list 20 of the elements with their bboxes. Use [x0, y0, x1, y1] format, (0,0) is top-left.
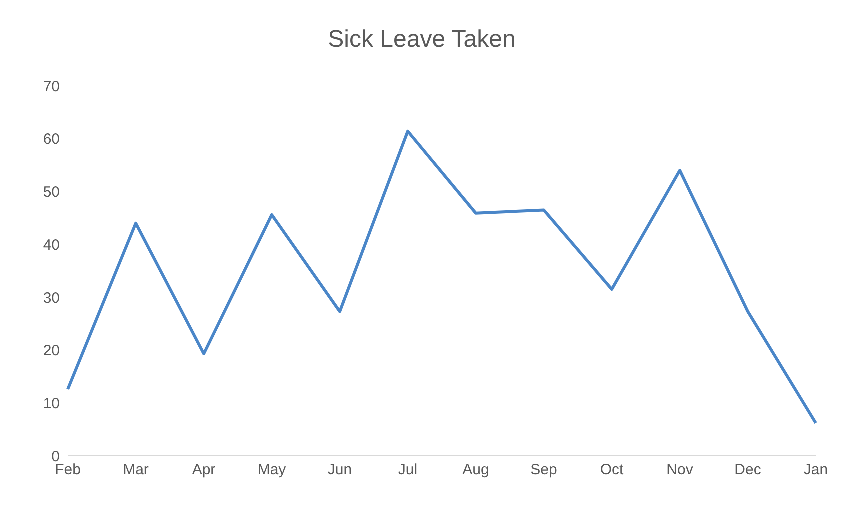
- y-tick-label: 70: [43, 78, 60, 96]
- y-tick-label: 60: [43, 131, 60, 148]
- y-tick-label: 40: [43, 236, 60, 254]
- y-tick-label: 20: [43, 342, 60, 360]
- chart-title: Sick Leave Taken: [327, 25, 517, 55]
- x-tick-label: Oct: [600, 462, 624, 479]
- x-tick-label: Dec: [734, 462, 762, 479]
- y-tick-label: 30: [43, 290, 60, 307]
- x-tick-label: Nov: [666, 462, 694, 479]
- x-tick-label: Jun: [328, 462, 352, 479]
- x-tick-label: Aug: [462, 462, 490, 479]
- x-tick-label: Jul: [398, 462, 418, 479]
- line-series: [66, 130, 818, 425]
- x-tick-label: May: [258, 462, 287, 479]
- y-tick-label: 10: [43, 395, 60, 412]
- y-tick-label: 50: [43, 184, 60, 202]
- x-tick-label: Sep: [530, 462, 558, 479]
- x-tick-label: Jan: [804, 462, 828, 479]
- x-tick-label: Mar: [123, 462, 149, 479]
- x-tick-label: Apr: [192, 462, 216, 479]
